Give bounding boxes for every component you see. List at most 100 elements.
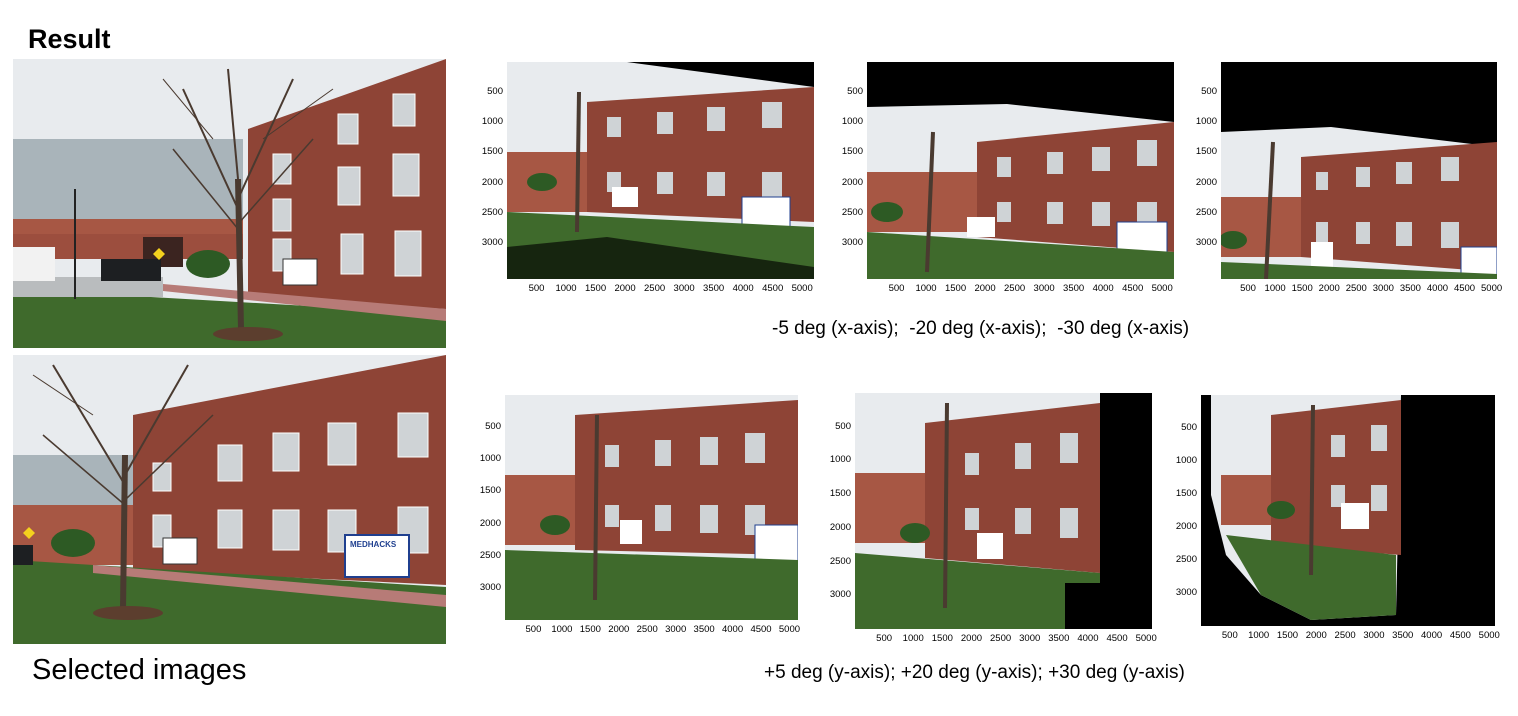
y-tick-label: 1500 — [829, 488, 851, 500]
x-tick-label: 1000 — [1248, 630, 1270, 641]
y-tick-label: 3000 — [479, 581, 501, 593]
warp-plot-y+20: 500 1000 1500 2000 2500 3000 500 1000 1500 2000 25… — [818, 393, 1158, 653]
warp-plot-y+5-frame — [505, 395, 798, 620]
y-tick-label: 1500 — [481, 146, 503, 158]
x-tick-label: 3000 — [1372, 283, 1394, 294]
x-tick-label: 4000 — [1426, 283, 1449, 294]
warp-plot-x-20: 500 1000 1500 2000 2500 3000 500 1000 1500 2000 25… — [830, 60, 1180, 300]
x-tick-label: 2000 — [614, 283, 636, 294]
x-tick-label: 3500 — [1063, 283, 1085, 294]
x-tick-label: 500 — [1240, 283, 1256, 294]
x-tick-label: 2000 — [974, 283, 996, 294]
x-tick-label: 3500 — [1399, 283, 1421, 294]
y-tick-label: 500 — [1181, 422, 1197, 433]
x-tick-label: 3000 — [1363, 630, 1385, 641]
y-tick-label: 1000 — [1195, 116, 1217, 128]
x-tick-label: 2500 — [644, 283, 666, 294]
y-tick-label: 2000 — [479, 517, 501, 529]
y-tick-label: 1500 — [841, 146, 863, 158]
x-tick-label: 4500 — [1453, 283, 1476, 294]
x-tick-label: 500 — [888, 283, 905, 294]
x-tick-label: 4000 — [1421, 630, 1443, 641]
x-tick-label: 4000 — [732, 283, 754, 294]
y-tick-label: 500 — [1201, 86, 1217, 98]
x-tick-label: 1500 — [1291, 283, 1313, 294]
y-tick-label: 500 — [485, 421, 501, 433]
x-tick-label: 1500 — [931, 633, 953, 644]
y-tick-label: 2500 — [841, 206, 863, 218]
x-tick-label: 4000 — [721, 624, 744, 635]
y-tick-label: 1500 — [479, 485, 501, 497]
x-tick-label: 4500 — [1122, 283, 1144, 294]
x-tick-label: 3500 — [1392, 630, 1414, 641]
selected-image-2: MEDHACKS — [13, 355, 446, 644]
x-tick-label: 5000 — [1135, 633, 1157, 644]
y-tick-label: 1000 — [841, 116, 863, 128]
y-tick-label: 1500 — [1175, 488, 1197, 499]
warp-plot-x-5: 500 1000 1500 2000 2500 3000 500 1000 1500 2000 25… — [470, 60, 820, 300]
y-tick-label: 2000 — [829, 521, 851, 533]
y-tick-label: 1500 — [1195, 146, 1217, 158]
x-tick-label: 2500 — [1345, 283, 1367, 294]
y-tick-label: 1000 — [481, 116, 503, 128]
x-tick-label: 2000 — [1305, 630, 1327, 641]
x-tick-label: 4500 — [762, 283, 784, 294]
warp-plot-y+20-frame — [855, 393, 1152, 629]
x-tick-label: 1000 — [902, 633, 924, 644]
y-tick-label: 2000 — [841, 176, 863, 188]
x-tick-label: 3500 — [703, 283, 725, 294]
medhacks-sign-text: MEDHACKS — [350, 540, 397, 549]
x-tick-label: 3500 — [693, 624, 715, 635]
y-axis-rotation-caption: +5 deg (y-axis); +20 deg (y-axis); +30 d… — [764, 662, 1185, 683]
x-tick-label: 3000 — [1019, 633, 1041, 644]
warp-plot-y+5: 500 1000 1500 2000 2500 3000 500 1000 1500 2000 25… — [468, 393, 803, 653]
x-tick-label: 2000 — [960, 633, 983, 644]
x-tick-label: 3000 — [673, 283, 695, 294]
x-tick-label: 1500 — [944, 283, 967, 294]
x-tick-label: 5000 — [1151, 283, 1173, 294]
warp-plot-y+30-frame — [1201, 395, 1495, 626]
warp-plot-x-30-frame — [1221, 62, 1497, 279]
x-tick-label: 2000 — [1318, 283, 1340, 294]
x-tick-label: 500 — [1221, 630, 1238, 641]
y-tick-label: 3000 — [1175, 587, 1197, 598]
x-tick-label: 5000 — [1478, 630, 1500, 641]
result-heading: Result — [28, 24, 111, 54]
y-tick-label: 1000 — [479, 453, 501, 465]
y-tick-label: 3000 — [841, 236, 863, 248]
x-axis-rotation-caption: -5 deg (x-axis); -20 deg (x-axis); -30 d… — [772, 318, 1190, 339]
y-tick-label: 2000 — [1175, 521, 1197, 532]
y-tick-label: 2500 — [829, 555, 851, 567]
y-tick-label: 500 — [835, 420, 851, 432]
y-tick-label: 3000 — [829, 589, 851, 601]
warp-plot-x-30: 500 1000 1500 2000 2500 3000 500 1000 1500 2000 25… — [1186, 60, 1516, 300]
x-tick-label: 3000 — [1033, 283, 1055, 294]
x-tick-label: 4500 — [1106, 633, 1128, 644]
x-tick-label: 4000 — [1077, 633, 1099, 644]
y-tick-label: 2500 — [1195, 206, 1217, 218]
y-tick-label: 1000 — [1175, 455, 1197, 466]
x-tick-label: 5000 — [1481, 283, 1503, 294]
warp-plot-x-20-frame — [867, 62, 1174, 279]
x-tick-label: 4000 — [1092, 283, 1114, 294]
x-tick-label: 1500 — [584, 283, 607, 294]
x-tick-label: 500 — [528, 283, 545, 294]
x-tick-label: 2500 — [636, 624, 658, 635]
selected-image-1 — [13, 59, 446, 348]
y-tick-label: 3000 — [1195, 236, 1217, 248]
x-tick-label: 1500 — [1276, 630, 1299, 641]
y-tick-label: 3000 — [481, 236, 503, 248]
y-tick-label: 2500 — [481, 206, 503, 218]
x-tick-label: 5000 — [778, 624, 801, 635]
x-tick-label: 3000 — [665, 624, 687, 635]
x-tick-label: 4500 — [750, 624, 772, 635]
x-tick-label: 500 — [876, 633, 893, 644]
y-tick-label: 500 — [487, 86, 503, 98]
x-tick-label: 2500 — [1004, 283, 1026, 294]
x-tick-label: 5000 — [791, 283, 813, 294]
y-tick-label: 2000 — [481, 176, 503, 188]
x-tick-label: 1500 — [579, 624, 601, 635]
x-tick-label: 1000 — [1264, 283, 1286, 294]
x-tick-label: 2500 — [1334, 630, 1356, 641]
y-tick-label: 2500 — [1175, 554, 1197, 565]
